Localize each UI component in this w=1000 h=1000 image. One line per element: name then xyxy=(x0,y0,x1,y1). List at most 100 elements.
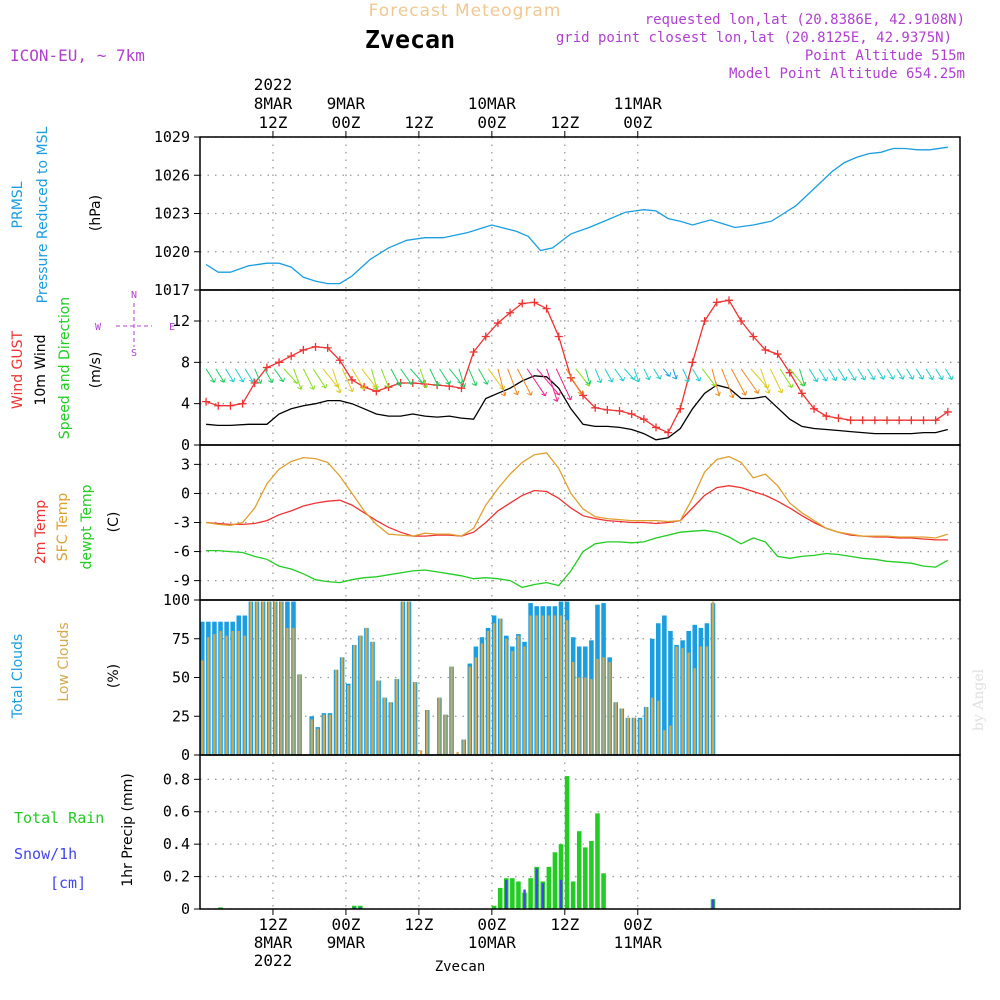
bar-0 xyxy=(352,905,357,909)
gust-marker xyxy=(542,304,551,313)
bar-1 xyxy=(334,669,338,755)
top-time-label: 00Z xyxy=(477,113,506,132)
gust-marker xyxy=(834,414,843,423)
bar-0 xyxy=(601,873,606,909)
bottom-time-label: 9MAR xyxy=(327,933,366,952)
bar-0 xyxy=(546,866,552,909)
y-tick-label: 1020 xyxy=(154,243,190,261)
gust-marker xyxy=(287,352,296,361)
compass-w: W xyxy=(95,322,102,333)
gust-marker xyxy=(250,379,259,387)
wind-arrow xyxy=(478,368,489,385)
bar-1 xyxy=(492,623,496,755)
bar-1 xyxy=(237,631,240,755)
bar-1 xyxy=(596,658,599,755)
temp-label-2m: 2m Temp xyxy=(33,500,49,564)
gust-marker xyxy=(943,407,952,416)
bar-1 xyxy=(401,601,405,755)
bar-1 xyxy=(207,637,210,755)
bar-1 xyxy=(274,601,277,755)
bar-1 xyxy=(529,615,532,755)
precip-label-rain: Total Rain xyxy=(14,809,104,827)
bar-1 xyxy=(541,615,544,755)
wind-arrow xyxy=(390,368,402,387)
gust-marker xyxy=(262,363,271,372)
wind-arrow xyxy=(273,368,285,383)
gust-marker xyxy=(846,416,855,425)
bar-0 xyxy=(497,887,503,909)
bar-1 xyxy=(511,651,514,755)
pressure-label-1: PRMSL xyxy=(10,181,26,228)
model-altitude: Model Point Altitude 654.25m xyxy=(729,66,965,82)
wind-label-dir: Speed and Direction xyxy=(57,297,73,439)
bar-0 xyxy=(649,638,655,755)
bottom-time-label: 10MAR xyxy=(468,933,517,952)
wind-arrow xyxy=(915,368,925,380)
gust-marker xyxy=(870,416,879,425)
bar-0 xyxy=(218,907,223,909)
wind-arrow xyxy=(847,368,857,381)
gust-marker xyxy=(603,405,612,414)
compass-s: S xyxy=(131,348,137,359)
bar-1 xyxy=(699,646,702,755)
wind-arrow xyxy=(682,368,691,383)
y-tick-label: 8 xyxy=(181,353,190,371)
wind-arrow xyxy=(730,368,748,396)
gust-marker xyxy=(214,401,223,410)
y-tick-label: 1023 xyxy=(154,205,190,223)
bar-1 xyxy=(353,644,356,755)
bottom-time-label: 12Z xyxy=(259,915,288,934)
wind-label-gust: Wind GUST xyxy=(10,330,26,409)
bar-1 xyxy=(407,601,411,755)
bar-1 xyxy=(505,638,508,755)
gust-marker xyxy=(907,416,916,425)
wind-arrow xyxy=(769,368,784,394)
wind-arrow xyxy=(760,368,771,394)
bar-1 xyxy=(359,907,362,909)
bar-1 xyxy=(638,719,642,755)
bar-0 xyxy=(552,852,558,909)
clouds-label-low: Low Clouds xyxy=(56,622,72,701)
bar-1 xyxy=(286,627,289,755)
wind-arrow xyxy=(468,368,478,387)
wind-arrow xyxy=(935,368,944,381)
bar-1 xyxy=(474,657,478,755)
bar-0 xyxy=(516,881,521,909)
gust-marker xyxy=(895,416,904,425)
wind-arrow xyxy=(672,368,678,380)
bar-0 xyxy=(564,776,570,909)
wind-arrow xyxy=(526,368,547,397)
wind-arrow xyxy=(614,368,625,382)
wind-arrow xyxy=(293,368,303,390)
bar-1 xyxy=(505,879,508,909)
gust-marker xyxy=(348,375,356,384)
y-tick-label: 0.4 xyxy=(163,835,190,853)
point-altitude: Point Altitude 515m xyxy=(805,48,965,64)
wind-arrow xyxy=(867,368,876,381)
gust-marker xyxy=(627,410,636,418)
gust-marker xyxy=(226,401,235,410)
compass-n: N xyxy=(131,290,137,301)
wind-arrow xyxy=(439,368,452,386)
credit-watermark: by Angel xyxy=(971,668,987,731)
wind-arrow xyxy=(584,368,592,385)
bar-1 xyxy=(608,662,611,755)
bar-0 xyxy=(595,813,600,909)
bar-1 xyxy=(359,635,362,755)
gust-marker xyxy=(566,373,575,382)
bar-1 xyxy=(584,677,587,755)
bar-1 xyxy=(419,750,423,755)
bar-1 xyxy=(620,708,623,755)
gust-marker xyxy=(323,343,332,352)
temp-label-sfc: SFC Temp xyxy=(55,493,71,562)
chart-title: Forecast Meteogram xyxy=(369,1,562,21)
wind-arrow xyxy=(546,368,559,402)
bar-1 xyxy=(578,677,581,755)
bar-1 xyxy=(413,682,417,755)
bar-1 xyxy=(705,646,709,755)
wind-arrow xyxy=(721,368,735,399)
top-time-label: 12Z xyxy=(550,113,579,132)
bar-1 xyxy=(711,601,715,755)
pressure-label-2: Pressure Reduced to MSL xyxy=(35,126,51,303)
